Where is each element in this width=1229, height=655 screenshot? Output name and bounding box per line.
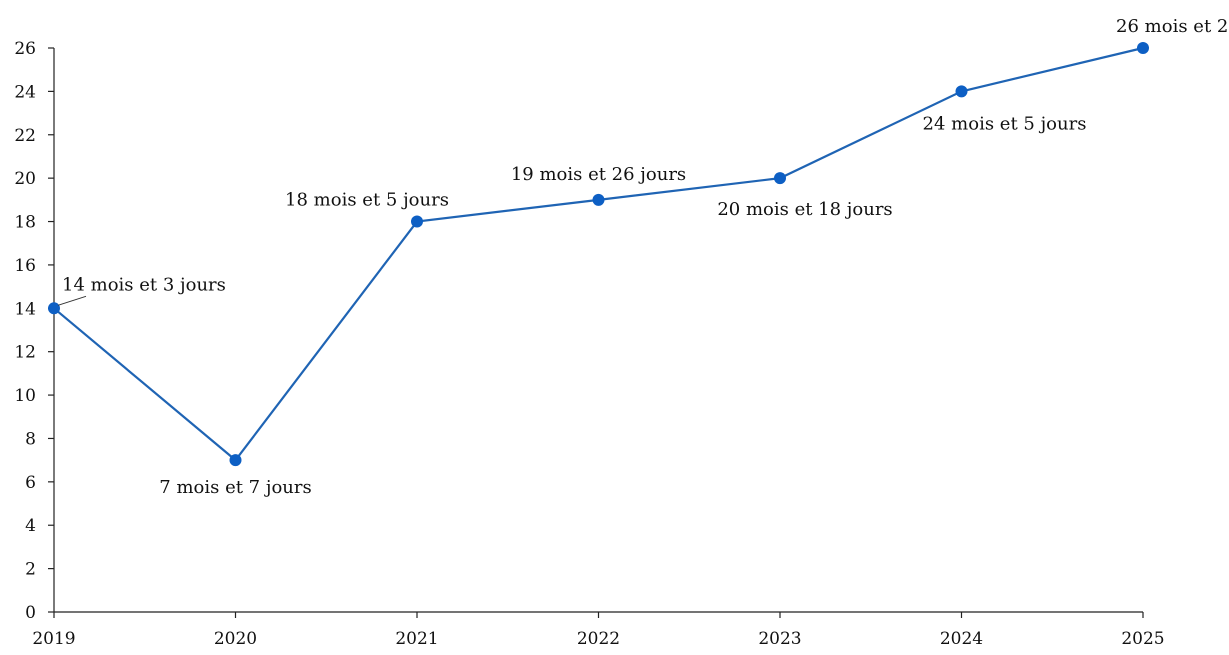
data-point	[774, 172, 786, 185]
x-axis-ticks: 2019 2020 2021 2022 2023 2024 2025	[32, 612, 1165, 649]
y-tick-label: 6	[25, 473, 36, 493]
data-label: 20 mois et 18 jours	[717, 199, 892, 220]
series-group	[48, 42, 1149, 467]
y-tick-label: 24	[14, 82, 36, 102]
y-tick-label: 8	[25, 429, 36, 449]
x-tick-label: 2021	[395, 629, 438, 649]
y-tick-label: 14	[14, 299, 36, 319]
data-label: 24 mois et 5 jours	[923, 113, 1087, 134]
y-tick-label: 0	[25, 603, 36, 623]
data-point	[411, 215, 423, 228]
y-tick-label: 22	[14, 126, 36, 146]
y-tick-label: 2	[25, 560, 36, 580]
y-tick-label: 26	[14, 39, 36, 59]
y-tick-label: 16	[14, 256, 36, 276]
data-labels-group: 14 mois et 3 jours 7 mois et 7 jours 18 mo…	[57, 16, 1229, 498]
y-tick-label: 18	[14, 213, 36, 233]
x-tick-label: 2019	[32, 629, 75, 649]
x-tick-label: 2025	[1121, 629, 1164, 649]
data-point	[592, 193, 605, 206]
y-tick-label: 4	[25, 516, 36, 536]
x-tick-label: 2024	[940, 629, 983, 649]
data-point	[955, 85, 968, 98]
x-tick-label: 2022	[577, 629, 620, 649]
data-point	[229, 454, 242, 467]
data-label: 7 mois et 7 jours	[159, 477, 311, 498]
y-tick-label: 12	[14, 343, 36, 363]
x-tick-label: 2020	[214, 629, 257, 649]
y-tick-label: 10	[14, 386, 36, 406]
series-line	[53, 46, 1144, 462]
x-tick-label: 2023	[758, 629, 801, 649]
data-point	[48, 302, 60, 315]
data-label: 26 mois et 2 jours	[1116, 16, 1229, 37]
data-label: 19 mois et 26 jours	[511, 164, 686, 185]
y-tick-label: 20	[14, 169, 36, 189]
data-label: 18 mois et 5 jours	[285, 190, 449, 211]
data-label-leader	[57, 295, 87, 306]
data-point	[1137, 42, 1149, 54]
data-label: 14 mois et 3 jours	[62, 274, 226, 295]
